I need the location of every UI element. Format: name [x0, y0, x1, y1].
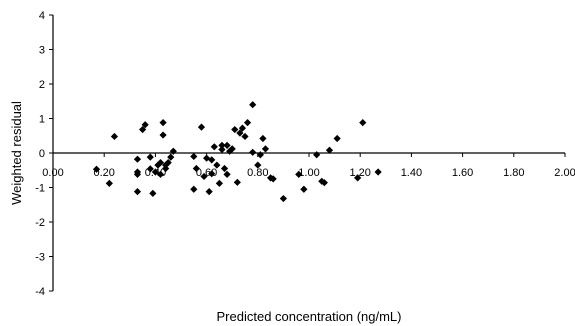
- data-point: [215, 179, 223, 187]
- data-point: [159, 131, 167, 139]
- y-tick-label: -3: [35, 252, 45, 264]
- data-point: [156, 159, 165, 167]
- data-point: [190, 185, 198, 193]
- x-tick-label: 1.80: [503, 167, 524, 179]
- x-ticks: 0.000.200.400.600.801.001.201.401.601.80…: [42, 153, 575, 179]
- data-point: [233, 178, 241, 186]
- data-point: [223, 170, 231, 178]
- y-tick-label: 0: [39, 148, 45, 160]
- data-point: [192, 164, 200, 173]
- y-tick-label: -4: [35, 286, 45, 298]
- data-point: [92, 165, 101, 173]
- data-point: [156, 170, 165, 178]
- data-point: [141, 121, 149, 129]
- data-point: [295, 170, 303, 178]
- data-point: [300, 185, 308, 193]
- data-point: [139, 125, 147, 134]
- data-point: [210, 143, 218, 151]
- y-tick-label: 1: [39, 114, 45, 126]
- data-point: [269, 175, 277, 183]
- y-tick-label: 4: [39, 10, 45, 22]
- data-point: [223, 141, 231, 150]
- y-tick-label: -2: [35, 217, 45, 229]
- data-point: [218, 141, 226, 150]
- data-point: [249, 101, 257, 109]
- data-point: [261, 145, 270, 153]
- x-tick-label: 1.00: [298, 167, 319, 179]
- data-point: [218, 145, 226, 154]
- data-point: [200, 172, 208, 181]
- data-point: [259, 134, 267, 143]
- y-tick-label: 3: [39, 45, 45, 57]
- data-point: [359, 119, 367, 127]
- data-point: [320, 179, 328, 187]
- y-ticks: 4 3 2 1 0 -1 -2 -3 -4: [35, 10, 53, 298]
- x-tick-label: 2.00: [554, 167, 575, 179]
- data-point: [146, 165, 154, 173]
- x-tick-label: 1.20: [349, 167, 370, 179]
- data-point: [374, 168, 382, 176]
- data-point: [151, 168, 159, 176]
- data-point: [205, 188, 213, 196]
- data-point: [159, 119, 167, 127]
- data-point: [133, 188, 142, 196]
- x-tick-label: 1.60: [452, 167, 473, 179]
- data-point: [241, 132, 249, 141]
- x-axis-title: Predicted concentration (ng/mL): [217, 309, 402, 324]
- y-tick-label: -1: [35, 183, 45, 195]
- y-tick-label: 2: [39, 79, 45, 91]
- data-point: [105, 179, 113, 187]
- data-point: [110, 132, 119, 141]
- x-tick-label: 0.80: [247, 167, 268, 179]
- data-point: [313, 151, 321, 159]
- data-point: [133, 170, 142, 178]
- data-point: [256, 151, 264, 159]
- data-points: [92, 101, 382, 203]
- data-point: [325, 146, 334, 154]
- data-point: [149, 189, 157, 197]
- data-point: [236, 129, 244, 137]
- x-axis: 0.000.200.400.600.801.001.201.401.601.80…: [42, 152, 575, 179]
- data-point: [220, 164, 229, 173]
- data-point: [228, 145, 236, 153]
- data-point: [243, 119, 252, 127]
- data-point: [167, 153, 175, 161]
- data-point: [254, 161, 262, 169]
- data-point: [238, 124, 247, 132]
- y-axis-title: Weighted residual: [9, 101, 24, 205]
- data-point: [213, 161, 221, 169]
- data-point: [208, 156, 216, 164]
- data-point: [354, 174, 362, 182]
- data-point: [190, 152, 198, 161]
- data-point: [164, 159, 172, 167]
- data-point: [208, 170, 216, 178]
- data-point: [318, 177, 326, 185]
- x-tick-label: 0.00: [42, 167, 63, 179]
- data-point: [249, 148, 257, 156]
- x-tick-label: 1.40: [401, 167, 422, 179]
- data-point: [133, 155, 142, 163]
- y-axis: 4 3 2 1 0 -1 -2 -3 -4: [35, 10, 54, 298]
- data-point: [231, 125, 239, 134]
- data-point: [146, 153, 154, 161]
- data-point: [169, 147, 177, 155]
- data-point: [162, 164, 170, 173]
- data-point: [279, 194, 287, 203]
- data-point: [333, 134, 341, 143]
- data-point: [197, 123, 206, 131]
